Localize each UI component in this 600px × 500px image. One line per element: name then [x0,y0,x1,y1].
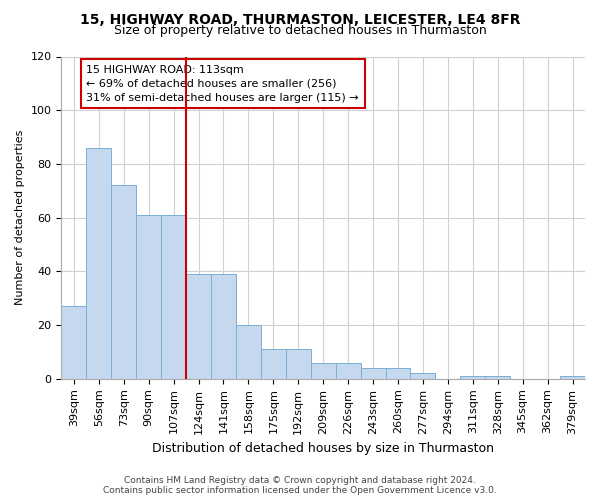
Bar [485,376,510,379]
Y-axis label: Number of detached properties: Number of detached properties [15,130,25,306]
Bar [361,368,386,379]
Bar [311,362,335,379]
Bar [286,350,311,379]
Text: Size of property relative to detached houses in Thurmaston: Size of property relative to detached ho… [113,24,487,37]
Bar [161,215,186,379]
Bar [560,376,585,379]
Text: 15 HIGHWAY ROAD: 113sqm
← 69% of detached houses are smaller (256)
31% of semi-d: 15 HIGHWAY ROAD: 113sqm ← 69% of detache… [86,64,359,102]
Text: 15, HIGHWAY ROAD, THURMASTON, LEICESTER, LE4 8FR: 15, HIGHWAY ROAD, THURMASTON, LEICESTER,… [80,12,520,26]
Bar [211,274,236,379]
Text: Contains HM Land Registry data © Crown copyright and database right 2024.
Contai: Contains HM Land Registry data © Crown c… [103,476,497,495]
X-axis label: Distribution of detached houses by size in Thurmaston: Distribution of detached houses by size … [152,442,494,455]
Bar [335,362,361,379]
Bar [61,306,86,379]
Bar [136,215,161,379]
Bar [261,350,286,379]
Bar [460,376,485,379]
Bar [111,186,136,379]
Bar [386,368,410,379]
Bar [236,325,261,379]
Bar [86,148,111,379]
Bar [186,274,211,379]
Bar [410,374,436,379]
